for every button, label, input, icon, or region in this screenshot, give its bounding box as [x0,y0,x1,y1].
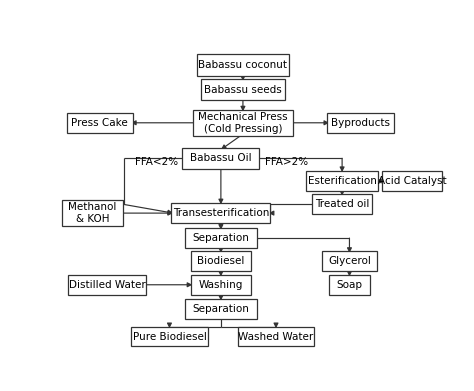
Text: Distilled Water: Distilled Water [69,280,146,290]
Text: Washing: Washing [199,280,243,290]
FancyBboxPatch shape [191,275,251,294]
Text: Separation: Separation [192,233,249,243]
FancyBboxPatch shape [182,148,259,169]
Text: FFA>2%: FFA>2% [265,157,309,167]
FancyBboxPatch shape [382,170,442,191]
Text: Separation: Separation [192,304,249,314]
FancyBboxPatch shape [68,275,146,294]
FancyBboxPatch shape [131,327,208,346]
FancyBboxPatch shape [322,251,377,271]
Text: Biodiesel: Biodiesel [197,256,245,266]
FancyBboxPatch shape [171,203,271,223]
FancyBboxPatch shape [306,170,378,191]
FancyBboxPatch shape [62,200,123,226]
Text: Pure Biodiesel: Pure Biodiesel [133,332,206,342]
Text: Transesterification: Transesterification [173,208,269,218]
Text: Babassu coconut: Babassu coconut [199,60,287,70]
FancyBboxPatch shape [238,327,314,346]
Text: Treated oil: Treated oil [315,199,369,209]
Text: Press Cake: Press Cake [71,118,128,128]
Text: Esterification: Esterification [308,176,376,186]
FancyBboxPatch shape [191,251,251,271]
Text: Mechanical Press
(Cold Pressing): Mechanical Press (Cold Pressing) [198,112,288,134]
FancyBboxPatch shape [329,275,370,294]
Text: FFA<2%: FFA<2% [135,157,178,167]
Text: Babassu Oil: Babassu Oil [190,153,252,163]
FancyBboxPatch shape [193,110,292,136]
FancyBboxPatch shape [328,113,393,133]
FancyBboxPatch shape [197,54,289,75]
FancyBboxPatch shape [201,79,285,100]
Text: Acid Catalyst: Acid Catalyst [378,176,446,186]
FancyBboxPatch shape [66,113,133,133]
FancyBboxPatch shape [185,228,257,248]
Text: Byproducts: Byproducts [331,118,390,128]
Text: Soap: Soap [337,280,363,290]
FancyBboxPatch shape [312,194,373,214]
Text: Babassu seeds: Babassu seeds [204,85,282,95]
Text: Washed Water: Washed Water [238,332,314,342]
Text: Methanol
& KOH: Methanol & KOH [68,202,117,224]
FancyBboxPatch shape [185,299,257,319]
Text: Glycerol: Glycerol [328,256,371,266]
